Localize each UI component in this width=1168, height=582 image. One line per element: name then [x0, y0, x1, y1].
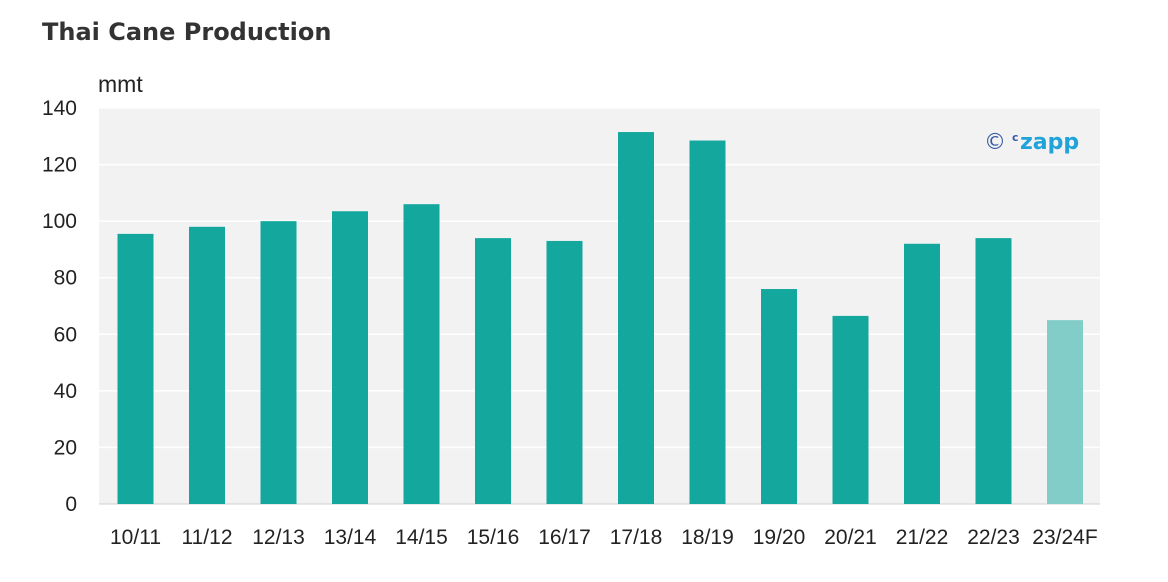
x-tick-label: 16/17 [538, 526, 591, 549]
bar [332, 211, 368, 504]
x-tick-label: 17/18 [610, 526, 663, 549]
watermark-brand-prefix: c [1012, 131, 1019, 144]
bar [975, 238, 1012, 504]
bar [546, 240, 583, 504]
chart-title: Thai Cane Production [42, 18, 332, 46]
forecast-bar [1047, 320, 1083, 504]
copyright-icon: © [984, 130, 1006, 155]
x-tick-label: 14/15 [395, 526, 448, 549]
y-tick-label: 0 [65, 493, 77, 516]
x-tick-label: 15/16 [467, 526, 520, 549]
x-tick-label: 10/11 [110, 526, 161, 549]
bar [403, 204, 440, 504]
x-tick-label: 12/13 [252, 526, 305, 549]
x-tick-label: 13/14 [324, 526, 377, 549]
y-tick-label: 120 [42, 154, 77, 177]
bar [689, 140, 726, 504]
bar [618, 132, 654, 505]
x-tick-label: 19/20 [753, 526, 806, 549]
x-tick-label: 11/12 [182, 526, 233, 549]
bar [260, 221, 297, 504]
x-tick-label: 18/19 [681, 526, 734, 549]
watermark-brand: zapp [1020, 130, 1079, 155]
bar [475, 238, 511, 504]
y-tick-label: 100 [42, 210, 77, 233]
x-tick-label: 21/22 [896, 526, 949, 549]
y-tick-label: 140 [42, 97, 77, 120]
x-tick-label: 20/21 [824, 526, 877, 549]
x-tick-label: 23/24F [1032, 526, 1097, 549]
y-tick-label: 80 [54, 267, 77, 290]
bar [761, 289, 797, 504]
bar [832, 315, 869, 504]
y-tick-label: 20 [54, 436, 77, 459]
plot-area [99, 108, 1100, 504]
y-tick-label: 60 [54, 323, 77, 346]
bar [904, 243, 940, 504]
bar [117, 233, 154, 504]
y-axis-unit: mmt [98, 71, 143, 97]
x-tick-label: 22/23 [967, 526, 1020, 549]
bar [189, 226, 225, 505]
y-tick-label: 40 [54, 380, 77, 403]
